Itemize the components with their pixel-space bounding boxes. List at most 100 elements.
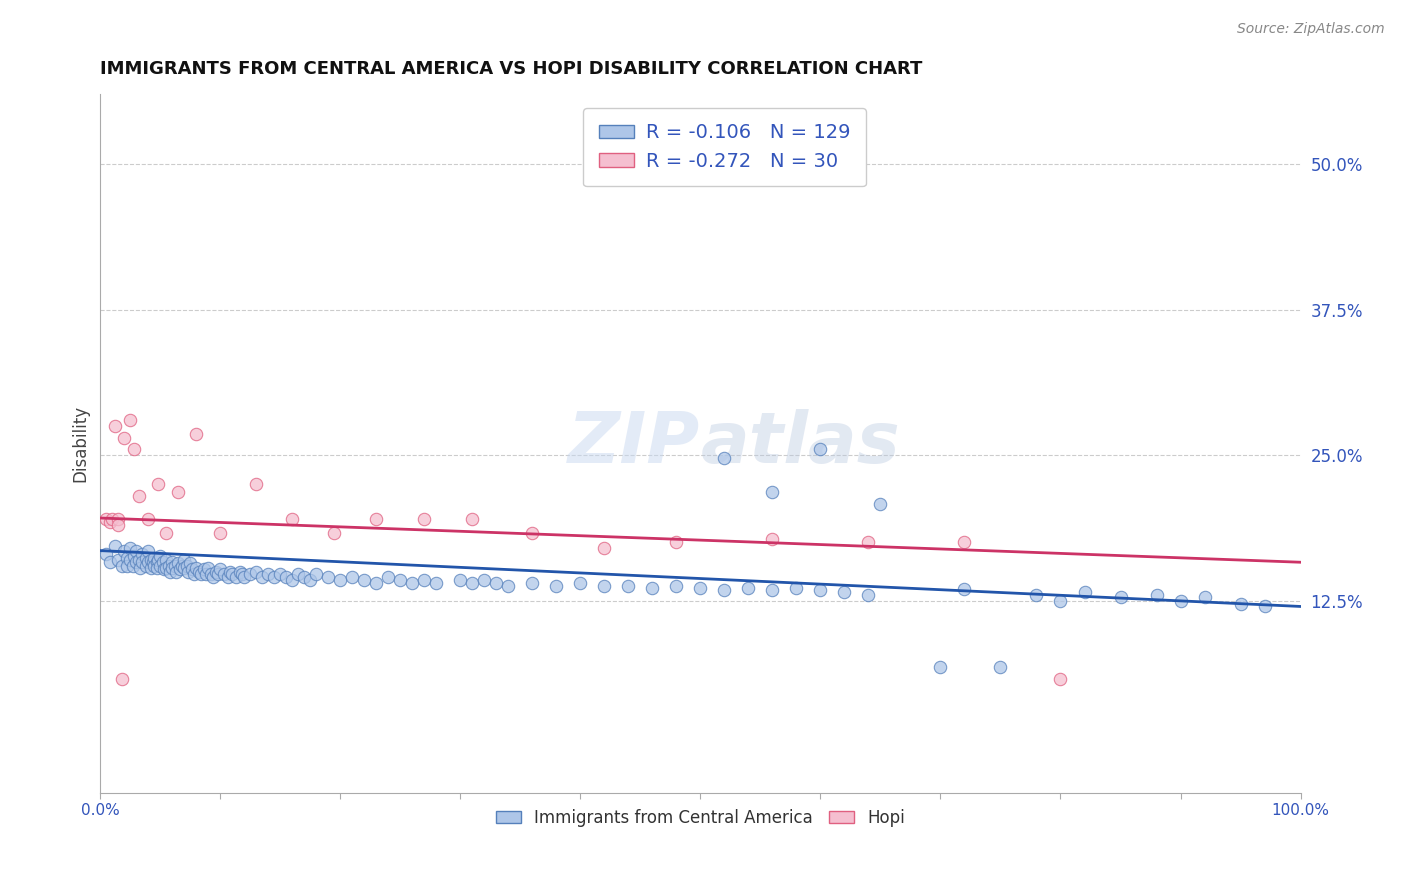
Point bbox=[522, 526, 544, 541]
Point bbox=[1194, 590, 1216, 604]
Legend: Immigrants from Central America, Hopi: Immigrants from Central America, Hopi bbox=[489, 802, 912, 833]
Point bbox=[1049, 593, 1071, 607]
Point bbox=[485, 576, 508, 591]
Point bbox=[810, 442, 832, 457]
Point bbox=[115, 558, 138, 573]
Point bbox=[120, 553, 142, 567]
Point bbox=[858, 588, 880, 602]
Point bbox=[162, 561, 184, 575]
Point bbox=[233, 570, 256, 584]
Point bbox=[737, 581, 759, 595]
Point bbox=[155, 526, 177, 541]
Point bbox=[180, 562, 202, 576]
Point bbox=[111, 558, 134, 573]
Point bbox=[104, 539, 127, 553]
Point bbox=[135, 558, 157, 573]
Point bbox=[287, 566, 309, 581]
Point bbox=[245, 565, 267, 579]
Point bbox=[413, 512, 436, 526]
Point bbox=[122, 549, 145, 564]
Point bbox=[785, 581, 807, 595]
Point bbox=[167, 485, 190, 500]
Point bbox=[163, 558, 186, 573]
Point bbox=[190, 566, 212, 581]
Point bbox=[159, 565, 181, 579]
Point bbox=[145, 561, 167, 575]
Point bbox=[162, 555, 184, 569]
Point bbox=[149, 558, 172, 573]
Point bbox=[107, 512, 129, 526]
Point bbox=[138, 512, 160, 526]
Point bbox=[212, 566, 235, 581]
Point bbox=[810, 583, 832, 598]
Text: ZIP: ZIP bbox=[568, 409, 700, 478]
Point bbox=[143, 550, 166, 565]
Point bbox=[366, 576, 388, 591]
Point bbox=[149, 549, 172, 564]
Point bbox=[228, 565, 250, 579]
Point bbox=[761, 485, 783, 500]
Point bbox=[869, 497, 891, 511]
Point bbox=[761, 583, 783, 598]
Point bbox=[131, 547, 153, 561]
Point bbox=[152, 555, 174, 569]
Point bbox=[425, 576, 447, 591]
Point bbox=[120, 541, 142, 556]
Point bbox=[121, 558, 143, 573]
Point bbox=[157, 558, 180, 573]
Point bbox=[318, 570, 340, 584]
Point bbox=[120, 413, 142, 427]
Point bbox=[169, 562, 191, 576]
Point bbox=[96, 547, 118, 561]
Point bbox=[461, 512, 484, 526]
Point bbox=[209, 562, 232, 576]
Point bbox=[1049, 672, 1071, 686]
Point bbox=[1146, 588, 1168, 602]
Point bbox=[329, 573, 352, 587]
Point bbox=[665, 578, 688, 592]
Point bbox=[177, 565, 200, 579]
Point bbox=[217, 570, 239, 584]
Point bbox=[125, 543, 148, 558]
Point bbox=[128, 553, 150, 567]
Point bbox=[292, 570, 315, 584]
Point bbox=[221, 566, 243, 581]
Point bbox=[193, 562, 215, 576]
Point bbox=[546, 578, 568, 592]
Point bbox=[122, 442, 145, 457]
Point bbox=[225, 570, 247, 584]
Point bbox=[155, 553, 177, 567]
Point bbox=[401, 576, 423, 591]
Point bbox=[569, 576, 592, 591]
Y-axis label: Disability: Disability bbox=[72, 405, 89, 482]
Point bbox=[173, 553, 195, 567]
Point bbox=[165, 565, 187, 579]
Point bbox=[187, 565, 209, 579]
Point bbox=[128, 489, 150, 503]
Point bbox=[98, 515, 121, 529]
Point bbox=[323, 526, 346, 541]
Point bbox=[1073, 585, 1095, 599]
Point bbox=[115, 550, 138, 565]
Point bbox=[281, 573, 304, 587]
Point bbox=[167, 557, 190, 571]
Point bbox=[1025, 588, 1047, 602]
Point bbox=[153, 562, 176, 576]
Point bbox=[834, 585, 856, 599]
Point bbox=[104, 419, 127, 434]
Point bbox=[474, 573, 496, 587]
Point bbox=[155, 561, 177, 575]
Point bbox=[1109, 590, 1132, 604]
Point bbox=[209, 526, 232, 541]
Point bbox=[107, 518, 129, 533]
Point bbox=[131, 555, 153, 569]
Point bbox=[665, 535, 688, 549]
Point bbox=[713, 450, 735, 465]
Point bbox=[170, 558, 193, 573]
Point bbox=[197, 561, 219, 575]
Point bbox=[202, 570, 225, 584]
Point bbox=[1170, 593, 1192, 607]
Point bbox=[129, 561, 152, 575]
Point bbox=[929, 660, 952, 674]
Text: Source: ZipAtlas.com: Source: ZipAtlas.com bbox=[1237, 22, 1385, 37]
